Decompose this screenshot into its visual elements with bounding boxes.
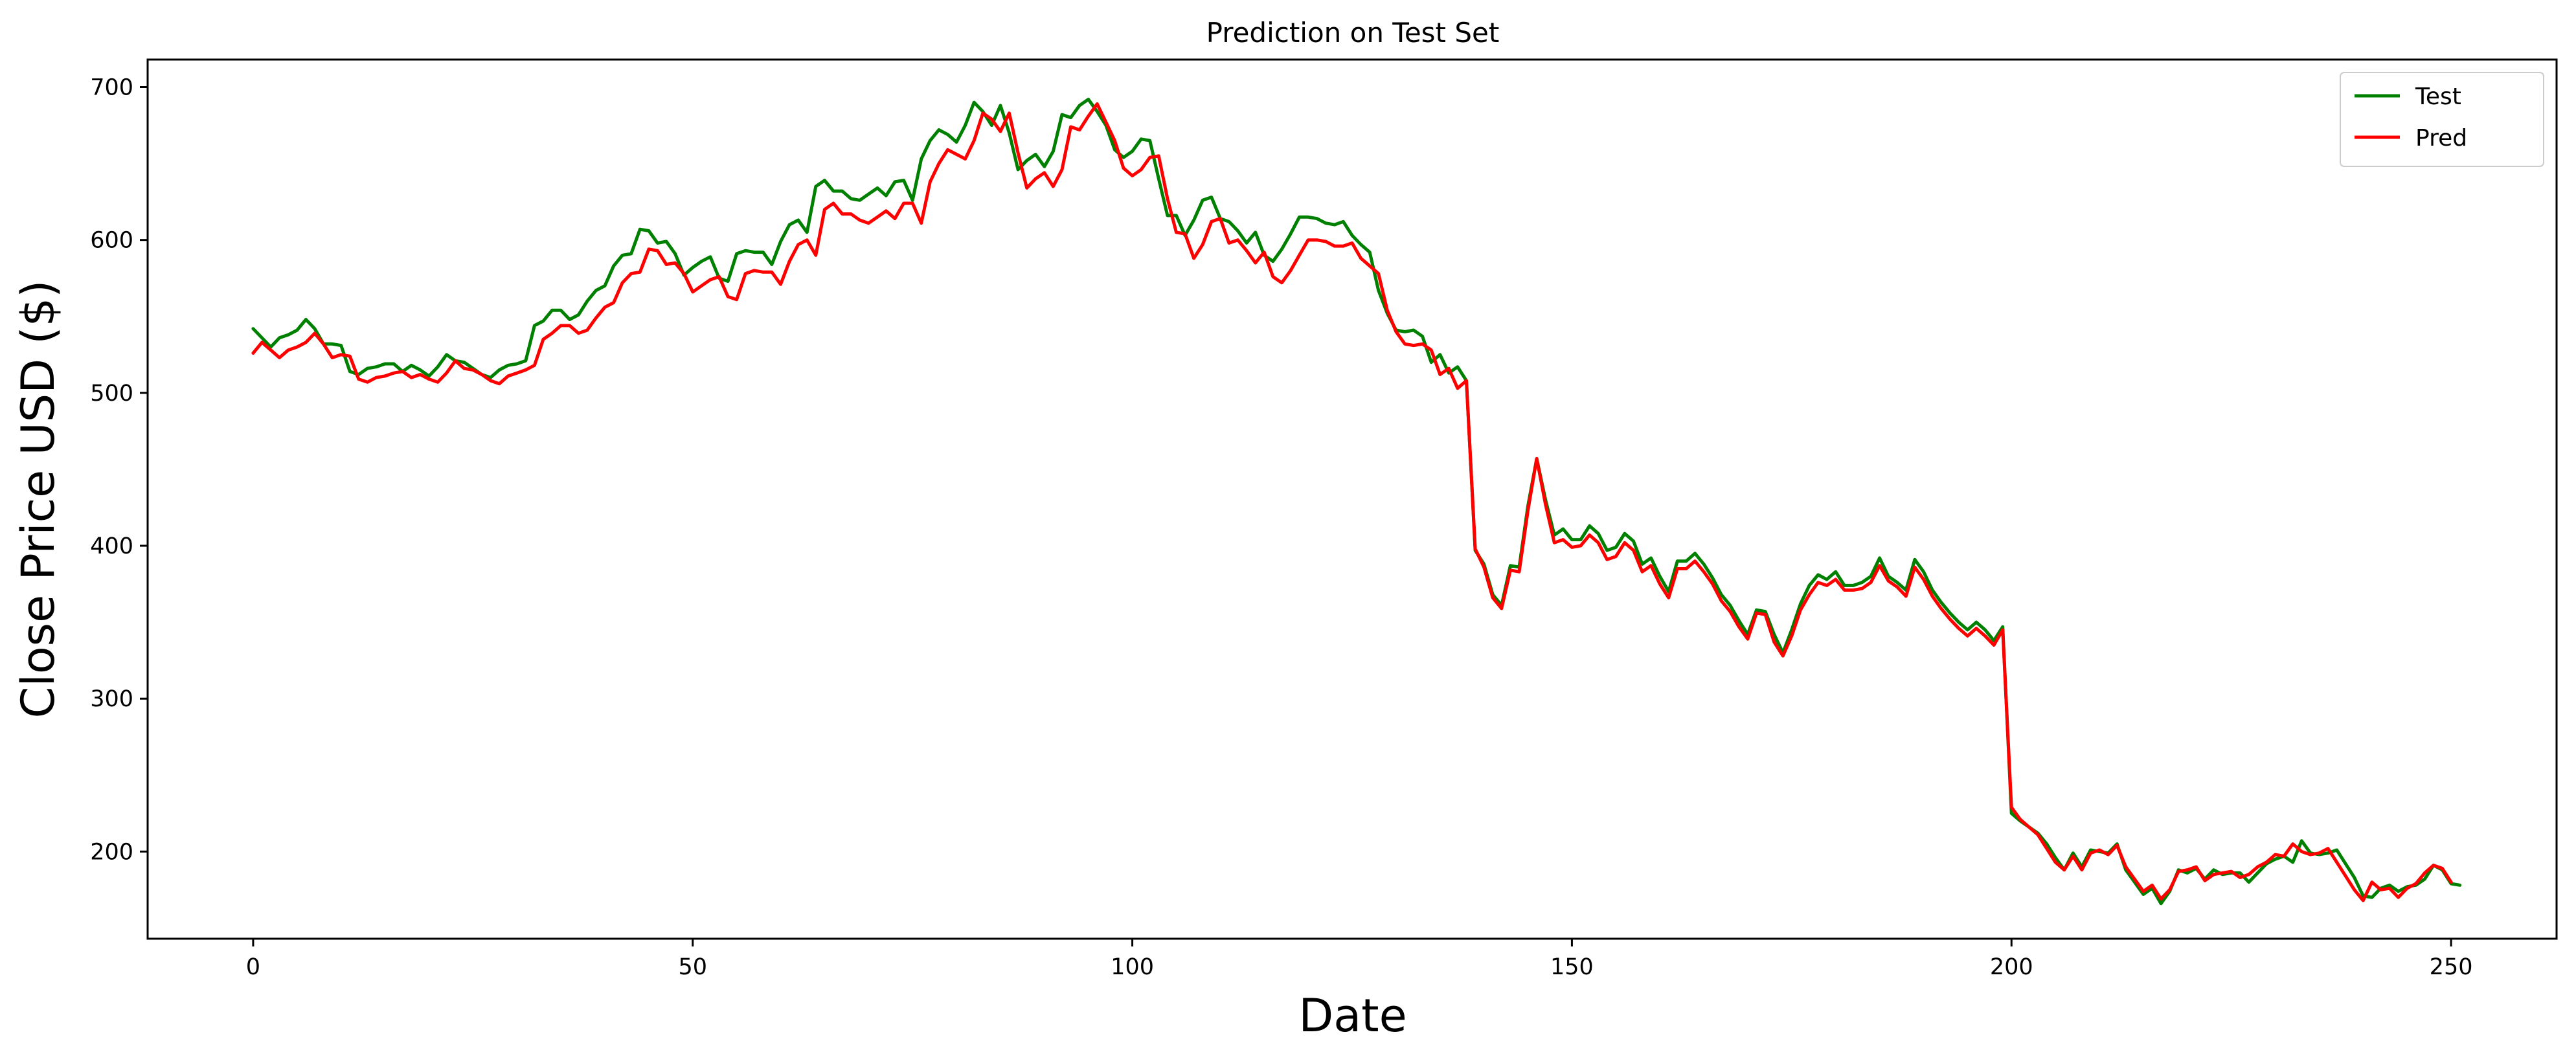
legend-label-test: Test: [2415, 84, 2461, 110]
y-tick-label: 300: [90, 686, 133, 712]
x-axis: 0 50 100 150 200 250: [246, 939, 2473, 980]
x-axis-label: Date: [1298, 989, 1407, 1042]
y-tick-label: 500: [90, 381, 133, 407]
series-line-pred: [251, 102, 2453, 902]
legend-label-pred: Pred: [2415, 125, 2467, 151]
y-tick-label: 700: [90, 75, 133, 101]
series-line-test: [251, 97, 2462, 906]
chart-title: Prediction on Test Set: [1206, 17, 1500, 49]
y-tick-label: 400: [90, 533, 133, 559]
x-tick-label: 100: [1111, 954, 1154, 980]
series-layer: [251, 97, 2462, 906]
x-tick-label: 50: [678, 954, 707, 980]
x-tick-label: 250: [2430, 954, 2473, 980]
plot-area-frame: [146, 58, 2558, 940]
y-axis: 200 300 400 500 600 700: [90, 75, 148, 865]
y-tick-label: 600: [90, 228, 133, 254]
x-tick-label: 0: [246, 954, 260, 980]
x-tick-label: 150: [1550, 954, 1594, 980]
y-tick-label: 200: [90, 839, 133, 865]
legend: Test Pred: [2340, 72, 2544, 167]
y-axis-label: Close Price USD ($): [12, 280, 65, 719]
x-tick-label: 200: [1990, 954, 2033, 980]
